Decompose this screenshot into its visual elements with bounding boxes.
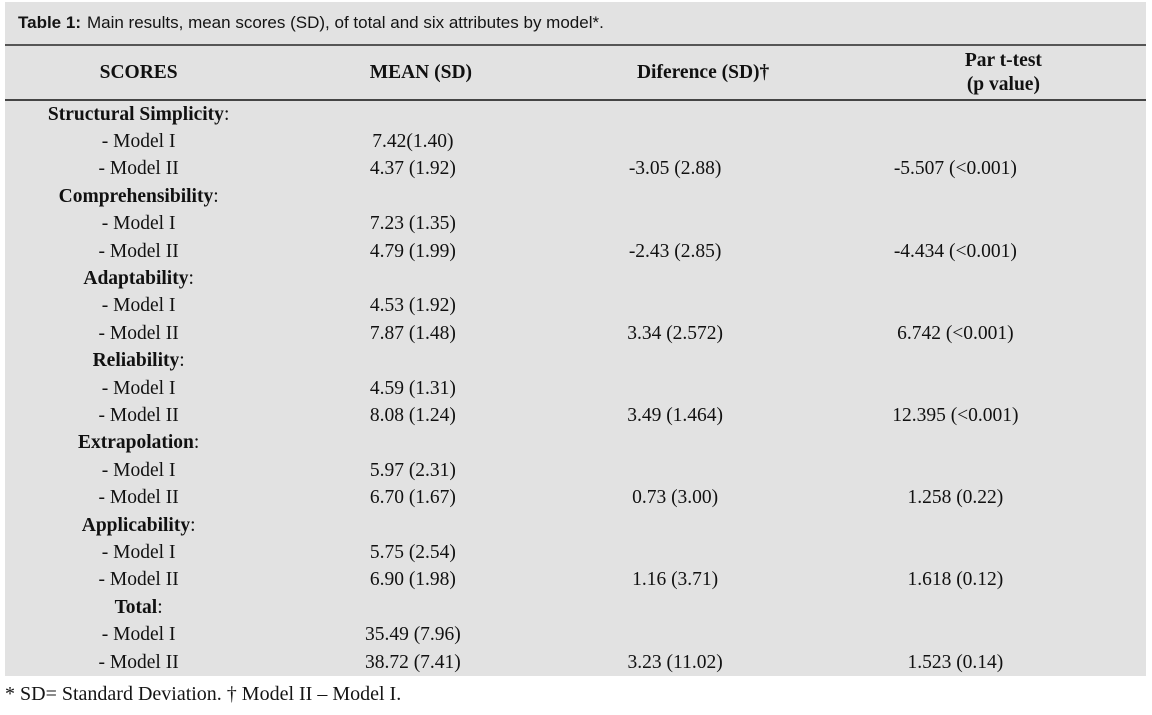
- attribute-row: Applicability:: [5, 512, 1146, 539]
- difference-cell: 3.34 (2.572): [627, 322, 724, 344]
- model-label-cell: - Model II: [98, 240, 179, 262]
- attribute-label-colon: :: [188, 268, 194, 290]
- table-footnote: * SD= Standard Deviation. † Model II – M…: [5, 683, 402, 705]
- column-header-scores: SCORES: [99, 61, 178, 83]
- mean-cell: 5.97 (2.31): [369, 459, 456, 481]
- model-label-cell: - Model II: [98, 487, 179, 509]
- model-label-cell: - Model I: [101, 295, 176, 317]
- model-row: - Model I 7.23 (1.35): [5, 211, 1146, 238]
- difference-cell: 1.16 (3.71): [632, 569, 719, 591]
- attribute-label-colon: :: [179, 350, 185, 372]
- column-header-difference: Diference (SD)†: [636, 61, 770, 83]
- model-label-cell: - Model I: [101, 377, 176, 399]
- attribute-row: Structural Simplicity:: [5, 101, 1146, 128]
- model-row: - Model I 7.42(1.40): [5, 128, 1146, 155]
- mean-cell: 4.59 (1.31): [369, 377, 456, 399]
- attribute-label-cell: Total:: [5, 597, 290, 619]
- mean-cell: 35.49 (7.96): [364, 624, 461, 646]
- difference-cell: -2.43 (2.85): [628, 240, 722, 262]
- table-number: Table 1:: [18, 13, 81, 32]
- difference-cell: -3.05 (2.88): [628, 158, 722, 180]
- attribute-label: Comprehensibility: [58, 185, 214, 207]
- column-header-ttest: Par t-test (p value): [861, 49, 1146, 97]
- mean-cell: 38.72 (7.41): [364, 651, 461, 673]
- column-header-mean: MEAN (SD): [369, 61, 473, 83]
- table-title-text: Main results, mean scores (SD), of total…: [86, 13, 604, 32]
- mean-cell: 7.42(1.40): [372, 131, 454, 153]
- attribute-label-cell: Reliability:: [5, 350, 290, 372]
- attribute-label-cell: Comprehensibility:: [5, 186, 290, 208]
- attribute-label: Adaptability: [83, 268, 189, 290]
- attribute-row: Reliability:: [5, 348, 1146, 375]
- attribute-label-colon: :: [157, 596, 163, 618]
- attribute-label: Structural Simplicity: [47, 103, 224, 125]
- model-row: - Model II 38.72 (7.41) 3.23 (11.02) 1.5…: [5, 649, 1146, 676]
- ttest-cell: 1.258 (0.22): [907, 487, 1004, 509]
- attribute-row: Comprehensibility:: [5, 183, 1146, 210]
- difference-cell: 0.73 (3.00): [632, 487, 719, 509]
- model-row: - Model I 35.49 (7.96): [5, 621, 1146, 648]
- model-row: - Model II 8.08 (1.24) 3.49 (1.464) 12.3…: [5, 402, 1146, 429]
- table-body: Structural Simplicity: - Model I 7.42(1.…: [5, 101, 1146, 676]
- attribute-label: Extrapolation: [77, 432, 194, 454]
- model-row: - Model I 4.53 (1.92): [5, 293, 1146, 320]
- model-row: - Model I 5.97 (2.31): [5, 457, 1146, 484]
- attribute-label: Total: [114, 596, 158, 618]
- model-label-cell: - Model II: [98, 569, 179, 591]
- model-row: - Model II 7.87 (1.48) 3.34 (2.572) 6.74…: [5, 320, 1146, 347]
- ttest-cell: -5.507 (<0.001): [893, 158, 1017, 180]
- mean-cell: 4.53 (1.92): [369, 295, 456, 317]
- model-label-cell: - Model I: [101, 131, 176, 153]
- ttest-cell: 1.523 (0.14): [907, 651, 1004, 673]
- attribute-row: Extrapolation:: [5, 430, 1146, 457]
- model-label-cell: - Model I: [101, 213, 176, 235]
- attribute-label-colon: :: [213, 185, 219, 207]
- attribute-label-colon: :: [223, 103, 230, 125]
- attribute-label-cell: Applicability:: [5, 515, 290, 537]
- model-label-cell: - Model I: [101, 459, 176, 481]
- model-label-cell: - Model II: [98, 158, 179, 180]
- mean-cell: 7.87 (1.48): [369, 322, 456, 344]
- model-label-cell: - Model I: [101, 624, 176, 646]
- model-row: - Model I 5.75 (2.54): [5, 539, 1146, 566]
- model-row: - Model II 6.90 (1.98) 1.16 (3.71) 1.618…: [5, 567, 1146, 594]
- mean-cell: 6.70 (1.67): [369, 487, 456, 509]
- attribute-label-colon: :: [193, 432, 200, 454]
- model-label-cell: - Model I: [101, 541, 176, 563]
- mean-cell: 7.23 (1.35): [369, 213, 456, 235]
- attribute-row: Adaptability:: [5, 265, 1146, 292]
- mean-cell: 6.90 (1.98): [369, 569, 456, 591]
- difference-cell: 3.23 (11.02): [627, 651, 723, 673]
- ttest-cell: -4.434 (<0.001): [893, 240, 1017, 262]
- table-caption: Table 1: Main results, mean scores (SD),…: [5, 2, 1146, 46]
- column-header-ttest-line1: Par t-test: [964, 49, 1042, 71]
- attribute-label-colon: :: [190, 514, 196, 536]
- attribute-label-cell: Extrapolation:: [5, 432, 290, 454]
- attribute-label: Applicability: [81, 514, 191, 536]
- column-header-ttest-line2: (p value): [966, 73, 1040, 95]
- mean-cell: 4.37 (1.92): [369, 158, 456, 180]
- difference-cell: 3.49 (1.464): [627, 404, 724, 426]
- model-row: - Model I 4.59 (1.31): [5, 375, 1146, 402]
- attribute-label-cell: Adaptability:: [5, 268, 290, 290]
- results-table: Table 1: Main results, mean scores (SD),…: [5, 2, 1146, 677]
- model-row: - Model II 6.70 (1.67) 0.73 (3.00) 1.258…: [5, 484, 1146, 511]
- attribute-label-cell: Structural Simplicity:: [5, 104, 290, 126]
- model-row: - Model II 4.79 (1.99) -2.43 (2.85) -4.4…: [5, 238, 1146, 265]
- attribute-row: Total:: [5, 594, 1146, 621]
- table-header-row: SCORES MEAN (SD) Diference (SD)† Par t-t…: [5, 46, 1146, 101]
- model-label-cell: - Model II: [98, 651, 179, 673]
- attribute-label: Reliability: [92, 350, 180, 372]
- model-label-cell: - Model II: [98, 404, 179, 426]
- ttest-cell: 6.742 (<0.001): [897, 322, 1014, 344]
- mean-cell: 4.79 (1.99): [369, 240, 456, 262]
- model-row: - Model II 4.37 (1.92) -3.05 (2.88) -5.5…: [5, 156, 1146, 183]
- model-label-cell: - Model II: [98, 322, 179, 344]
- ttest-cell: 1.618 (0.12): [907, 569, 1004, 591]
- ttest-cell: 12.395 (<0.001): [892, 404, 1019, 426]
- mean-cell: 5.75 (2.54): [369, 541, 456, 563]
- mean-cell: 8.08 (1.24): [369, 404, 456, 426]
